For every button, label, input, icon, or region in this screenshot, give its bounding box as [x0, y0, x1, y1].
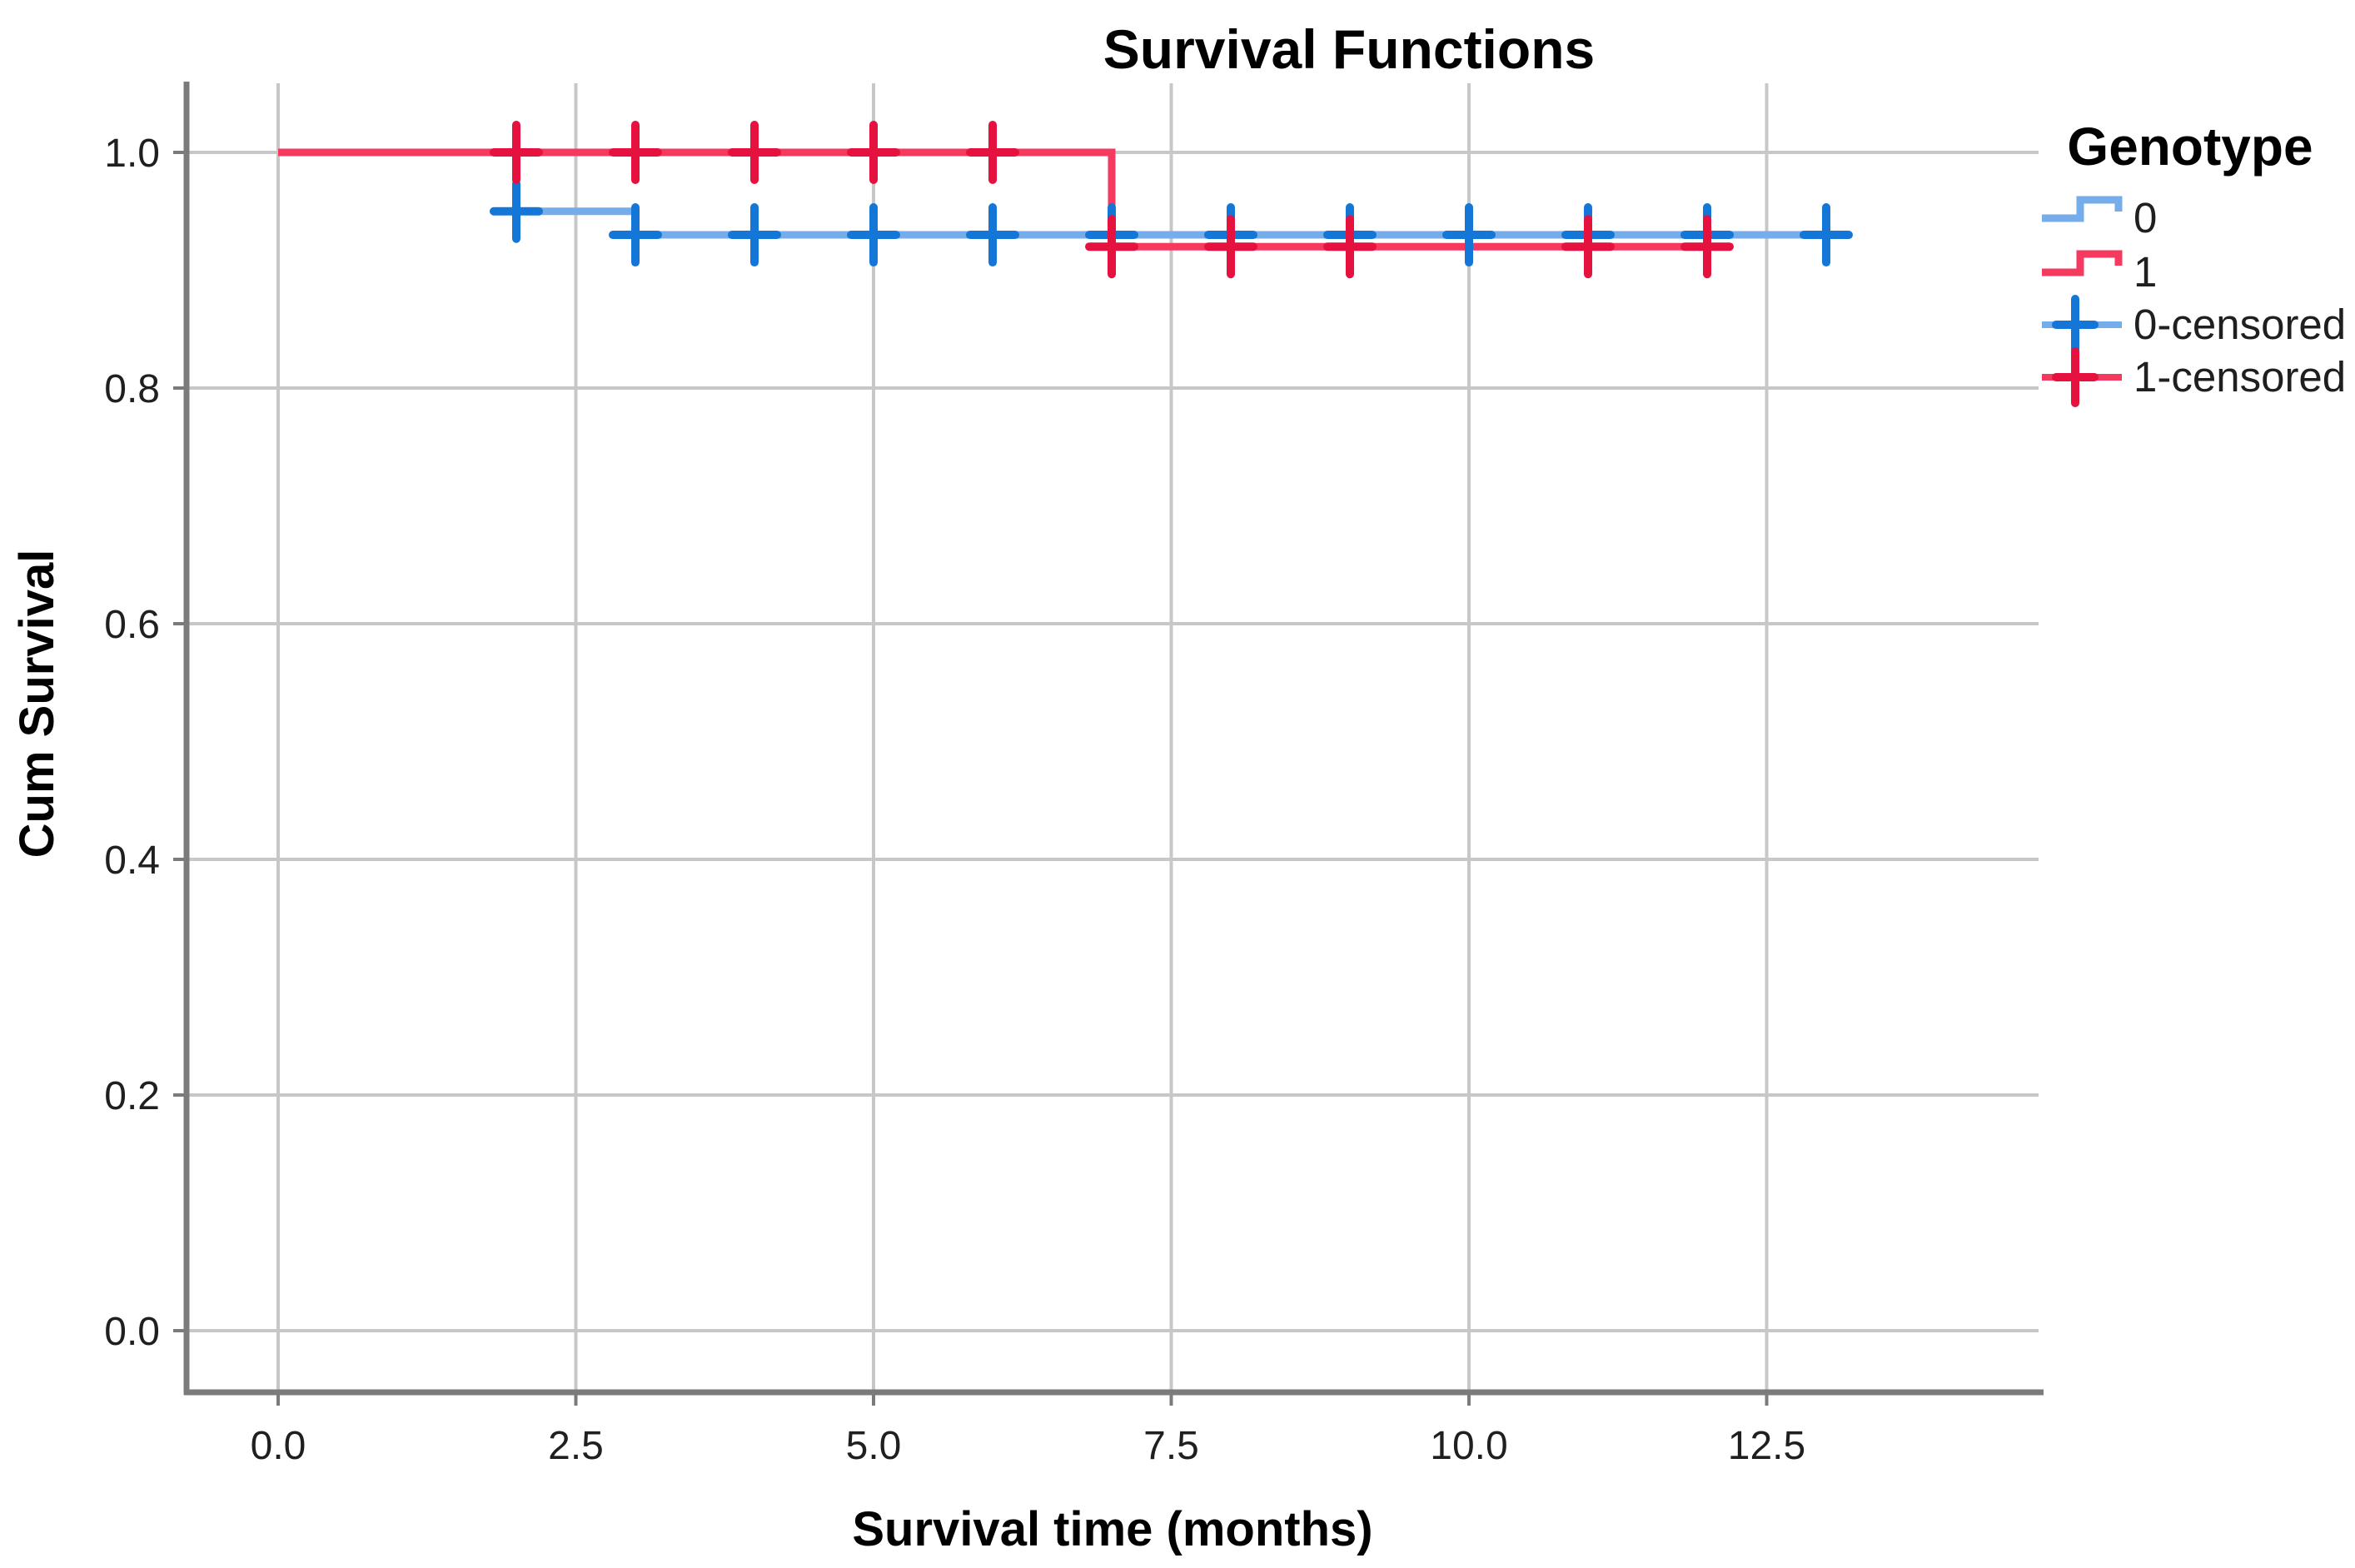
x-tick-label: 12.5 [1728, 1424, 1805, 1468]
x-tick-label: 0.0 [251, 1424, 306, 1468]
censored-mark-1 [1680, 215, 1734, 279]
x-tick-label: 2.5 [548, 1424, 604, 1468]
y-tick-label: 0.8 [104, 367, 160, 411]
y-axis-title: Cum Survival [10, 550, 64, 859]
y-tick-label: 0.2 [104, 1074, 160, 1118]
censored-mark-0 [609, 203, 662, 267]
survival-curve-1 [278, 148, 1707, 251]
y-tick-label: 0.6 [104, 603, 160, 647]
censored-mark-1 [1204, 215, 1257, 279]
censored-mark-0 [1442, 203, 1496, 267]
legend: Genotype 0 1 0-censored 1-censored [2042, 117, 2346, 407]
censored-mark-1 [1561, 215, 1615, 279]
legend-item-0-censored: 0-censored [2042, 295, 2346, 355]
x-axis-title: Survival time (months) [852, 1502, 1372, 1556]
censored-mark-1 [490, 121, 543, 184]
censored-mark-1 [728, 121, 781, 184]
legend-sample-step [2042, 250, 2123, 276]
y-tick-label: 0.0 [104, 1310, 160, 1354]
censored-mark-1 [1085, 215, 1138, 279]
legend-item-1-censored: 1-censored [2042, 347, 2346, 407]
censored-mark-1 [847, 121, 900, 184]
censored-mark-1 [1323, 215, 1377, 279]
censored-mark-1 [609, 121, 662, 184]
x-tick-label: 5.0 [846, 1424, 902, 1468]
censored-mark-0 [1800, 203, 1853, 267]
legend-title: Genotype [2067, 117, 2313, 177]
x-tick-label: 7.5 [1143, 1424, 1199, 1468]
legend-item-label: 0 [2133, 194, 2157, 241]
legend-items: 0 1 0-censored 1-censored [2042, 194, 2346, 407]
censored-marks [490, 121, 1853, 279]
censored-mark-1 [966, 121, 1019, 184]
legend-item-label: 1-censored [2133, 353, 2346, 401]
chart-title: Survival Functions [1103, 18, 1595, 80]
legend-item-1: 1 [2042, 248, 2157, 296]
axis-lines [183, 82, 2044, 1396]
y-tick-label: 0.4 [104, 839, 160, 883]
legend-sample-step [2042, 196, 2123, 222]
legend-item-0: 0 [2042, 194, 2157, 241]
censored-mark-0 [847, 203, 900, 267]
censored-mark-0 [728, 203, 781, 267]
legend-item-label: 0-censored [2133, 301, 2346, 348]
censored-mark-0 [490, 179, 543, 243]
survival-curves [278, 148, 1826, 251]
censored-mark-0 [966, 203, 1019, 267]
x-tick-label: 10.0 [1430, 1424, 1507, 1468]
y-tick-labels: 1.0 0.8 0.6 0.4 0.2 0.0 [104, 132, 160, 1354]
x-gridlines [276, 83, 1769, 1406]
legend-item-label: 1 [2133, 248, 2157, 296]
x-tick-labels: 0.0 2.5 5.0 7.5 10.0 12.5 [251, 1424, 1806, 1468]
y-tick-label: 1.0 [104, 132, 160, 176]
